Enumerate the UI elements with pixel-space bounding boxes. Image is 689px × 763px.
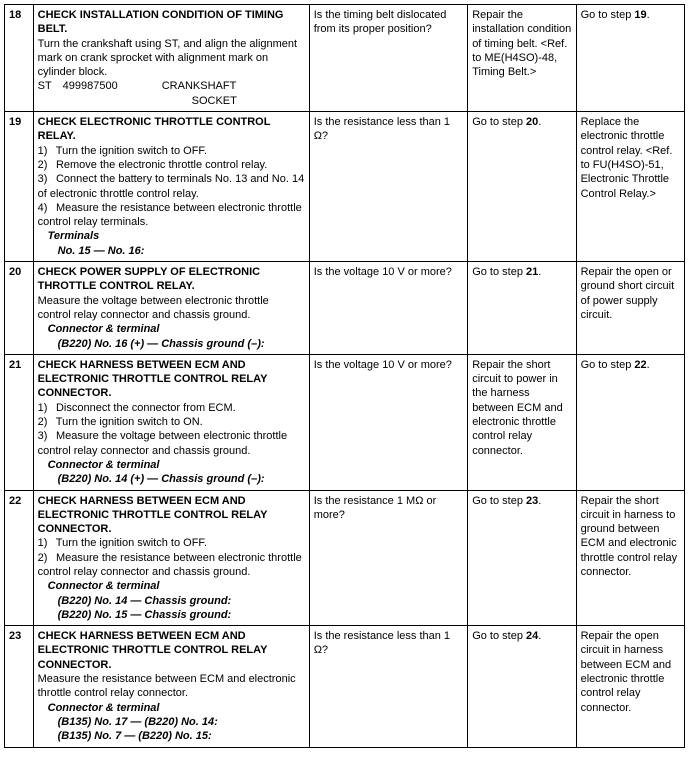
step-cell: 19	[5, 112, 34, 262]
yes-cell: Go to step 21.	[468, 262, 576, 355]
check-title: CHECK HARNESS BETWEEN ECM AND ELECTRONIC…	[38, 495, 268, 536]
table-row: 21 CHECK HARNESS BETWEEN ECM AND ELECTRON…	[5, 354, 685, 490]
step-number: 18	[9, 9, 21, 21]
table-row: 22 CHECK HARNESS BETWEEN ECM AND ELECTRON…	[5, 490, 685, 626]
question-cell: Is the resistance 1 MΩ or more?	[309, 490, 467, 626]
check-body-line: Terminals	[38, 229, 305, 243]
step-cell: 18	[5, 5, 34, 112]
check-body-line: (B220) No. 16 (+) — Chassis ground (–):	[38, 337, 305, 351]
yes-text-pre: Go to step	[472, 630, 526, 642]
no-step-ref: 22	[634, 359, 646, 371]
check-title: CHECK ELECTRONIC THROTTLE CONTROL RELAY.	[38, 116, 271, 142]
step-cell: 22	[5, 490, 34, 626]
check-body-line: (B220) No. 15 — Chassis ground:	[38, 608, 305, 622]
yes-text-post: .	[538, 266, 541, 278]
no-text-post: .	[647, 359, 650, 371]
check-title: CHECK HARNESS BETWEEN ECM AND ELECTRONIC…	[38, 630, 268, 671]
no-text-pre: Go to step	[581, 9, 635, 21]
check-body-line: 1) Turn the ignition switch to OFF.	[38, 537, 207, 549]
check-body-line: 4) Measure the resistance between electr…	[38, 202, 302, 228]
check-title: CHECK HARNESS BETWEEN ECM AND ELECTRONIC…	[38, 359, 268, 400]
step-number: 21	[9, 359, 21, 371]
check-body-line: 2) Turn the ignition switch to ON.	[38, 416, 203, 428]
check-cell: CHECK ELECTRONIC THROTTLE CONTROL RELAY.…	[33, 112, 309, 262]
yes-cell: Repair the short circuit to power in the…	[468, 354, 576, 490]
check-title: CHECK POWER SUPPLY OF ELECTRONIC THROTTL…	[38, 266, 260, 292]
yes-text-pre: Go to step	[472, 266, 526, 278]
no-step-ref: 19	[634, 9, 646, 21]
yes-text-post: .	[538, 630, 541, 642]
yes-text-pre: Go to step	[472, 495, 526, 507]
yes-text-pre: Go to step	[472, 116, 526, 128]
check-body-line: (B220) No. 14 — Chassis ground:	[38, 594, 305, 608]
check-cell: CHECK HARNESS BETWEEN ECM AND ELECTRONIC…	[33, 490, 309, 626]
check-cell: CHECK HARNESS BETWEEN ECM AND ELECTRONIC…	[33, 626, 309, 747]
check-body-line: 2) Remove the electronic throttle contro…	[38, 159, 268, 171]
question-cell: Is the voltage 10 V or more?	[309, 354, 467, 490]
check-body-line: (B220) No. 14 (+) — Chassis ground (–):	[38, 472, 305, 486]
no-cell: Replace the electronic throttle control …	[576, 112, 684, 262]
step-cell: 21	[5, 354, 34, 490]
no-cell: Go to step 22.	[576, 354, 684, 490]
no-cell: Repair the open circuit in harness betwe…	[576, 626, 684, 747]
check-body-line: Connector & terminal	[38, 458, 305, 472]
check-body-line: ST 499987500 CRANKSHAFT	[38, 80, 237, 92]
check-body-line: SOCKET	[38, 95, 237, 107]
check-title: CHECK INSTALLATION CONDITION OF TIMING B…	[38, 9, 284, 35]
check-body-line: 3) Connect the battery to terminals No. …	[38, 173, 305, 199]
yes-cell: Go to step 23.	[468, 490, 576, 626]
yes-text-post: .	[538, 116, 541, 128]
question-cell: Is the timing belt dislocated from its p…	[309, 5, 467, 112]
table-row: 23 CHECK HARNESS BETWEEN ECM AND ELECTRON…	[5, 626, 685, 747]
no-text-post: .	[647, 9, 650, 21]
check-cell: CHECK INSTALLATION CONDITION OF TIMING B…	[33, 5, 309, 112]
yes-text-post: .	[538, 495, 541, 507]
check-body-line: Measure the resistance between ECM and e…	[38, 673, 296, 699]
no-text-pre: Go to step	[581, 359, 635, 371]
step-number: 20	[9, 266, 21, 278]
no-cell: Repair the short circuit in harness to g…	[576, 490, 684, 626]
diagnostic-table: 18 CHECK INSTALLATION CONDITION OF TIMING…	[4, 4, 685, 748]
table-row: 18 CHECK INSTALLATION CONDITION OF TIMING…	[5, 5, 685, 112]
check-body-line: Measure the voltage between electronic t…	[38, 295, 269, 321]
step-number: 19	[9, 116, 21, 128]
yes-step-ref: 21	[526, 266, 538, 278]
check-body-line: Connector & terminal	[38, 322, 305, 336]
yes-step-ref: 23	[526, 495, 538, 507]
no-cell: Go to step 19.	[576, 5, 684, 112]
check-body-line: Connector & terminal	[38, 701, 305, 715]
table-row: 20 CHECK POWER SUPPLY OF ELECTRONIC THROT…	[5, 262, 685, 355]
check-cell: CHECK HARNESS BETWEEN ECM AND ELECTRONIC…	[33, 354, 309, 490]
check-body-line: 2) Measure the resistance between electr…	[38, 552, 302, 578]
question-cell: Is the resistance less than 1 Ω?	[309, 112, 467, 262]
check-body-line: No. 15 — No. 16:	[38, 244, 305, 258]
check-body-line: (B135) No. 17 — (B220) No. 14:	[38, 715, 305, 729]
check-body-line: Connector & terminal	[38, 579, 305, 593]
question-cell: Is the voltage 10 V or more?	[309, 262, 467, 355]
check-cell: CHECK POWER SUPPLY OF ELECTRONIC THROTTL…	[33, 262, 309, 355]
no-cell: Repair the open or ground short circuit …	[576, 262, 684, 355]
yes-cell: Repair the installation condition of tim…	[468, 5, 576, 112]
step-number: 23	[9, 630, 21, 642]
yes-step-ref: 20	[526, 116, 538, 128]
check-body-line: (B135) No. 7 — (B220) No. 15:	[38, 729, 305, 743]
step-cell: 20	[5, 262, 34, 355]
check-body-line: 1) Disconnect the connector from ECM.	[38, 402, 236, 414]
yes-cell: Go to step 24.	[468, 626, 576, 747]
yes-cell: Go to step 20.	[468, 112, 576, 262]
check-body-line: Turn the crankshaft using ST, and align …	[38, 38, 297, 79]
step-number: 22	[9, 495, 21, 507]
yes-step-ref: 24	[526, 630, 538, 642]
check-body-line: 3) Measure the voltage between electroni…	[38, 430, 287, 456]
question-cell: Is the resistance less than 1 Ω?	[309, 626, 467, 747]
check-body-line: 1) Turn the ignition switch to OFF.	[38, 145, 207, 157]
step-cell: 23	[5, 626, 34, 747]
table-row: 19 CHECK ELECTRONIC THROTTLE CONTROL RELA…	[5, 112, 685, 262]
